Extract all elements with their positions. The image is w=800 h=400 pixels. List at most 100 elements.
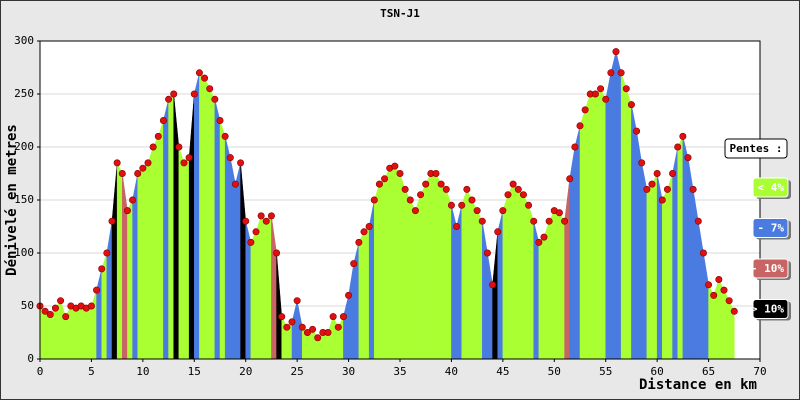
elevation-point <box>247 238 255 246</box>
elevation-point <box>710 291 718 299</box>
slope-segment <box>230 157 236 360</box>
slope-segment <box>219 120 226 360</box>
slope-segment <box>584 93 591 360</box>
slope-segment <box>435 173 442 360</box>
elevation-point <box>309 325 317 333</box>
y-tick-label: 50 <box>21 299 34 312</box>
slope-segment <box>507 183 514 360</box>
slope-segment <box>152 136 159 360</box>
legend-swatch <box>752 177 789 198</box>
elevation-point <box>525 201 533 209</box>
x-tick-label: 5 <box>88 365 95 378</box>
elevation-point <box>442 185 450 193</box>
slope-segment <box>147 146 154 360</box>
elevation-point <box>468 196 476 204</box>
elevation-point <box>226 154 234 162</box>
y-axis-label: Dénivelé en metres <box>4 124 20 276</box>
slope-segment <box>224 136 231 360</box>
elevation-point <box>242 217 250 225</box>
elevation-point <box>597 85 605 93</box>
elevation-point <box>201 74 209 82</box>
slope-segment <box>554 210 560 360</box>
slope-segment <box>466 189 473 360</box>
slope-segment <box>518 188 524 360</box>
legend: Pentes : < 4% 4 - 7% 7 - 10% > 10% <box>724 138 791 321</box>
slope-segment <box>631 104 637 360</box>
elevation-point <box>648 180 656 188</box>
y-tick-label: 200 <box>14 140 34 153</box>
x-tick-label: 40 <box>445 365 458 378</box>
slope-segment <box>626 88 632 360</box>
elevation-point <box>98 265 106 273</box>
elevation-point <box>170 90 178 98</box>
legend-title-box <box>724 138 788 159</box>
slope-segment <box>523 194 529 360</box>
x-tick-label: 45 <box>496 365 509 378</box>
elevation-point <box>93 286 101 294</box>
elevation-point <box>134 170 142 178</box>
slope-segment <box>548 210 555 360</box>
elevation-point <box>504 191 512 199</box>
slope-segment <box>353 242 360 360</box>
x-tick-label: 55 <box>599 365 612 378</box>
elevation-point <box>561 217 569 225</box>
elevation-point <box>705 281 713 289</box>
elevation-point <box>231 180 239 188</box>
elevation-point <box>401 185 409 193</box>
elevation-point <box>545 217 553 225</box>
elevation-point <box>396 170 404 178</box>
elevation-point <box>417 191 425 199</box>
slope-segment <box>163 99 169 360</box>
slope-segment <box>384 168 390 360</box>
elevation-point <box>571 143 579 151</box>
elevation-point <box>149 143 157 151</box>
elevation-point <box>730 307 738 315</box>
slope-segment <box>194 72 200 360</box>
slope-segment <box>86 305 92 360</box>
elevation-point <box>283 323 291 331</box>
elevation-point <box>437 180 445 188</box>
slope-segment <box>600 88 606 360</box>
slope-segment <box>440 183 447 360</box>
slope-segment <box>127 199 133 360</box>
elevation-point <box>612 48 620 56</box>
x-tick-label: 35 <box>393 365 406 378</box>
slope-segment <box>199 72 205 360</box>
slope-segment <box>70 305 77 360</box>
slope-segment <box>425 173 432 360</box>
slope-segment <box>590 93 596 360</box>
elevation-point <box>252 228 260 236</box>
slope-segment <box>209 88 216 360</box>
elevation-point <box>663 185 671 193</box>
elevation-point <box>267 212 275 220</box>
slope-segment <box>528 205 534 360</box>
elevation-point <box>216 117 224 125</box>
slope-segment <box>420 183 426 360</box>
x-tick-label: 0 <box>37 365 44 378</box>
x-tick-label: 60 <box>651 365 664 378</box>
slope-segment <box>394 165 401 360</box>
elevation-point <box>617 69 625 77</box>
slope-segment <box>44 310 51 360</box>
slope-segment <box>677 136 684 360</box>
slope-segment <box>363 225 370 360</box>
legend-swatch <box>752 299 789 319</box>
elevation-point <box>175 143 183 151</box>
elevation-point <box>535 238 543 246</box>
elevation-point <box>334 323 342 331</box>
elevation-point <box>87 302 95 310</box>
elevation-point <box>298 323 306 331</box>
elevation-point <box>288 318 296 326</box>
elevation-point <box>165 95 173 103</box>
elevation-point <box>530 217 538 225</box>
slope-segment <box>266 215 272 360</box>
slope-segment <box>461 189 468 360</box>
elevation-point <box>406 196 414 204</box>
elevation-point <box>689 185 697 193</box>
elevation-point <box>206 85 214 93</box>
elevation-point <box>339 313 347 321</box>
elevation-point <box>540 233 548 241</box>
elevation-point <box>653 170 661 178</box>
elevation-point <box>293 297 301 305</box>
slope-segment <box>667 173 673 360</box>
